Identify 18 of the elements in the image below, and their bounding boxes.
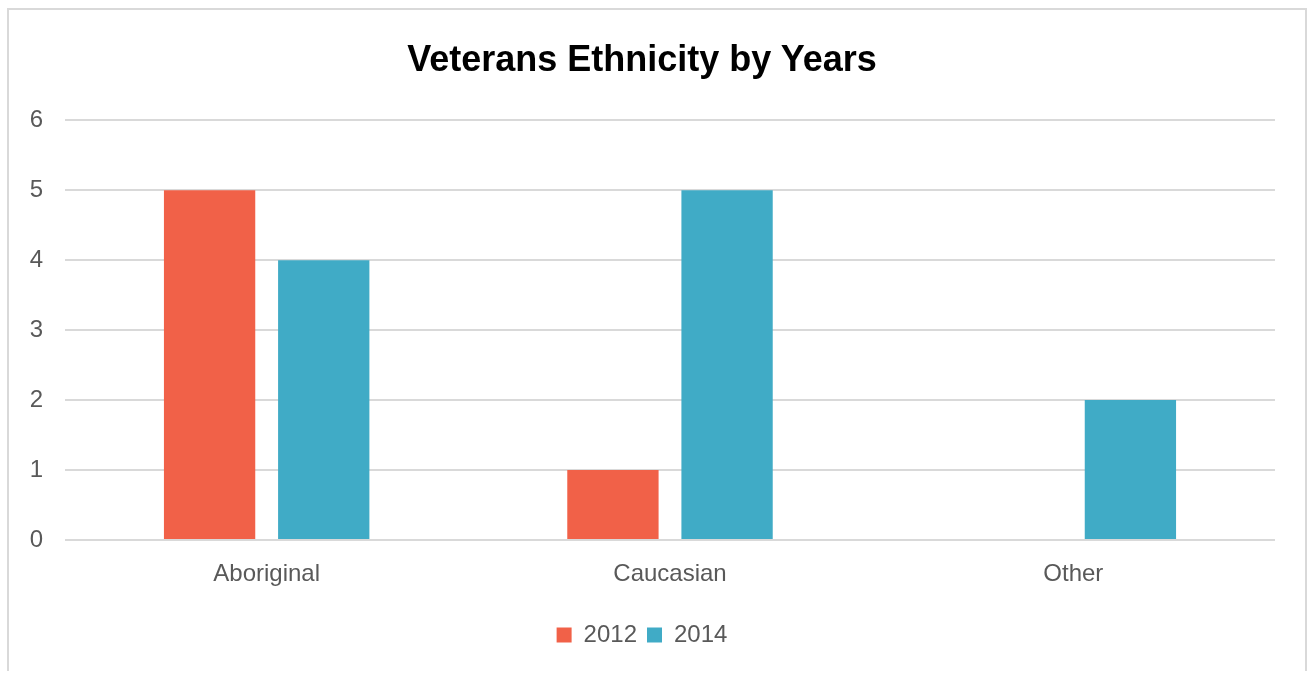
bar (1084, 400, 1177, 539)
y-tick-label: 2 (29, 384, 43, 412)
legend-label: 2014 (674, 619, 728, 647)
bar (163, 190, 256, 539)
bar (278, 260, 370, 539)
x-tick-label: Other (1043, 559, 1104, 587)
x-tick-label: Caucasian (613, 559, 727, 587)
bar (567, 470, 659, 539)
y-tick-label: 5 (29, 174, 43, 202)
y-tick-label: 1 (29, 454, 43, 482)
x-tick-label: Aboriginal (213, 559, 321, 587)
chart-title: Veterans Ethnicity by Years (407, 37, 877, 79)
y-tick-label: 4 (29, 244, 43, 272)
legend-label: 2012 (583, 619, 637, 647)
y-tick-label: 6 (29, 104, 43, 132)
y-tick-label: 0 (29, 524, 43, 552)
bar (681, 190, 773, 539)
y-tick-label: 3 (29, 314, 43, 342)
